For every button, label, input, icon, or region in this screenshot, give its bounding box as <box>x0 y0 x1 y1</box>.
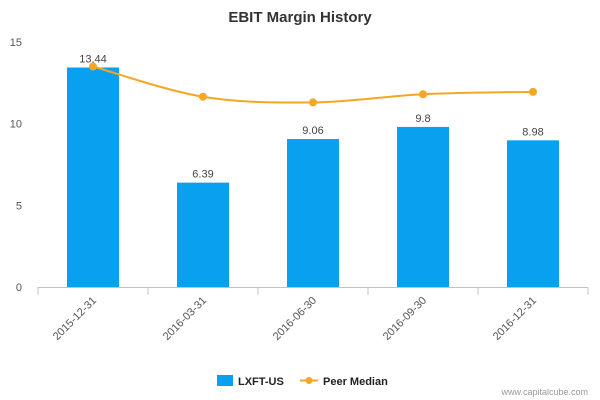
bar <box>397 126 449 287</box>
chart-title: EBIT Margin History <box>228 9 372 26</box>
peer-median-point <box>309 98 317 107</box>
x-tick-label: 2015-12-31 <box>51 295 99 343</box>
peer-median-line <box>92 65 534 104</box>
bars-group <box>67 67 559 287</box>
peer-median-point <box>199 92 207 101</box>
y-tick-label: 15 <box>10 37 22 49</box>
peer-median-point <box>89 62 97 71</box>
x-tick-label: 2016-09-30 <box>381 295 429 343</box>
bar-data-label: 9.8 <box>415 113 430 125</box>
bar-data-label: 8.98 <box>522 126 543 138</box>
bar-data-label: 9.06 <box>302 125 323 137</box>
bar-data-label: 6.39 <box>192 169 213 181</box>
x-axis: 2015-12-31 2016-03-31 2016-06-30 2016-09-30… <box>37 287 589 343</box>
credit-text: www.capitalcube.com <box>500 387 588 397</box>
legend-label-lxft: LXFT-US <box>238 376 284 388</box>
bar <box>67 67 119 287</box>
x-tick-label: 2016-06-30 <box>271 295 319 343</box>
legend: LXFT-US Peer Median <box>217 375 388 388</box>
legend-swatch-lxft <box>217 375 233 386</box>
bar <box>177 182 229 287</box>
peer-median-point <box>529 87 537 96</box>
legend-marker-peer <box>305 377 313 384</box>
data-labels-group: 13.44 6.39 9.06 9.8 8.98 <box>79 53 543 180</box>
x-tick-label: 2016-12-31 <box>491 295 539 343</box>
legend-label-peer: Peer Median <box>323 376 388 388</box>
y-tick-label: 5 <box>16 200 22 212</box>
x-tick-label: 2016-03-31 <box>161 295 209 343</box>
bar <box>287 139 339 287</box>
bar <box>507 140 559 287</box>
y-tick-label: 0 <box>16 282 22 294</box>
peer-median-point <box>419 90 427 99</box>
y-tick-label: 10 <box>10 119 22 131</box>
bar-data-label: 13.44 <box>79 53 107 65</box>
peer-line-group <box>89 62 537 107</box>
y-axis-labels: 0 5 10 15 <box>10 37 22 294</box>
